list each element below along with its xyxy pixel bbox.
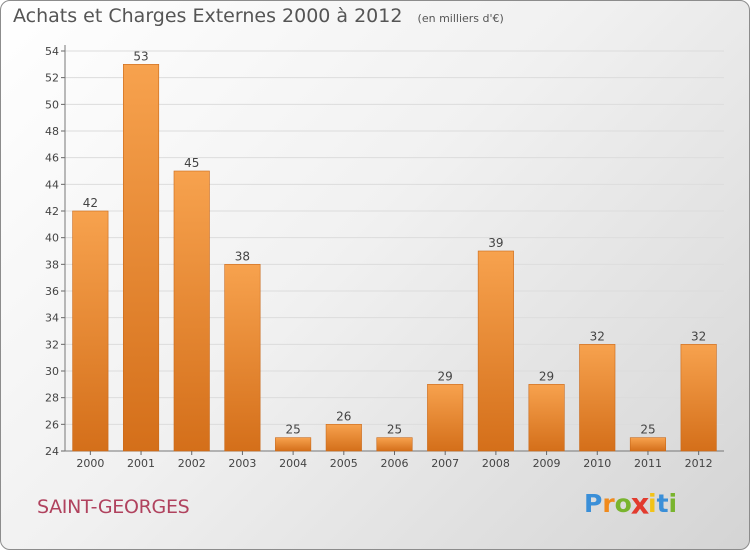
data-label-2006: 25 — [387, 423, 402, 437]
logo-letter: t — [656, 489, 669, 518]
logo-letter: i — [668, 489, 678, 518]
bar-2006 — [376, 437, 413, 452]
logo-letter: x — [630, 486, 650, 521]
y-tick-label: 36 — [45, 285, 59, 298]
bar-2009 — [528, 384, 565, 452]
x-tick-label-2006: 2006 — [381, 457, 409, 470]
bar-2012 — [680, 344, 717, 452]
bar-2008 — [477, 250, 514, 452]
x-tick-label-2002: 2002 — [178, 457, 206, 470]
x-tick-label-2011: 2011 — [634, 457, 662, 470]
y-tick-label: 34 — [45, 312, 59, 325]
data-label-2002: 45 — [184, 156, 199, 170]
y-tick-label: 28 — [45, 392, 59, 405]
x-tick-label-2004: 2004 — [279, 457, 307, 470]
bar-2011 — [629, 437, 667, 452]
y-tick-label: 24 — [45, 445, 59, 458]
data-label-2005: 26 — [336, 409, 351, 423]
data-label-2012: 32 — [691, 329, 706, 343]
data-label-2004: 25 — [285, 423, 300, 437]
x-tick-label-2000: 2000 — [76, 457, 104, 470]
bar-2000 — [72, 210, 109, 452]
bar-2003 — [224, 264, 261, 452]
bar-2005 — [325, 424, 362, 452]
labels: 42 2000 53 2001 45 2002 38 2003 25 2004 26 2005 25 20… — [76, 49, 712, 470]
x-tick-label-2012: 2012 — [685, 457, 713, 470]
x-tick-label-2005: 2005 — [330, 457, 358, 470]
data-label-2008: 39 — [488, 236, 503, 250]
city-name: SAINT-GEORGES — [37, 496, 190, 518]
y-tick-label: 54 — [45, 45, 59, 58]
title-row: Achats et Charges Externes 2000 à 2012 (… — [13, 5, 504, 27]
x-tick-label-2008: 2008 — [482, 457, 510, 470]
data-label-2000: 42 — [83, 196, 98, 210]
data-label-2009: 29 — [539, 369, 554, 383]
y-tick-label: 32 — [45, 338, 59, 351]
bar-2004 — [275, 437, 312, 452]
logo-letter: r — [602, 489, 615, 518]
x-tick-label-2003: 2003 — [228, 457, 256, 470]
gridlines — [65, 50, 724, 452]
y-tick-label: 48 — [45, 125, 59, 138]
y-tick-label: 50 — [45, 98, 59, 111]
bar-2002 — [173, 170, 210, 452]
y-tick-label: 30 — [45, 365, 59, 378]
x-tick-label-2007: 2007 — [431, 457, 459, 470]
bar-2007 — [427, 384, 464, 452]
data-label-2011: 25 — [640, 423, 655, 437]
y-tick-label: 46 — [45, 152, 59, 165]
y-tick-label: 38 — [45, 258, 59, 271]
bar-2010 — [579, 344, 616, 452]
chart-title: Achats et Charges Externes 2000 à 2012 — [13, 5, 403, 27]
bar-2001 — [122, 64, 160, 452]
data-label-2010: 32 — [590, 329, 605, 343]
logo-letter: i — [648, 489, 657, 518]
chart-subtitle: (en milliers d'€) — [417, 12, 504, 25]
x-tick-label-2010: 2010 — [583, 457, 611, 470]
bars — [72, 64, 717, 452]
x-tick-label-2001: 2001 — [127, 457, 155, 470]
x-tick-label-2009: 2009 — [533, 457, 561, 470]
logo-letter: P — [584, 489, 603, 518]
y-tick-label: 40 — [45, 232, 59, 245]
data-label-2003: 38 — [235, 249, 250, 263]
data-label-2001: 53 — [133, 49, 148, 63]
y-tick-label: 26 — [45, 418, 59, 431]
proxiti-logo: Proxiti — [584, 486, 678, 521]
y-tick-label: 52 — [45, 72, 59, 85]
logo-letter: o — [614, 489, 632, 518]
data-label-2007: 29 — [438, 369, 453, 383]
y-tick-label: 44 — [45, 178, 59, 191]
y-tick-label: 42 — [45, 205, 59, 218]
